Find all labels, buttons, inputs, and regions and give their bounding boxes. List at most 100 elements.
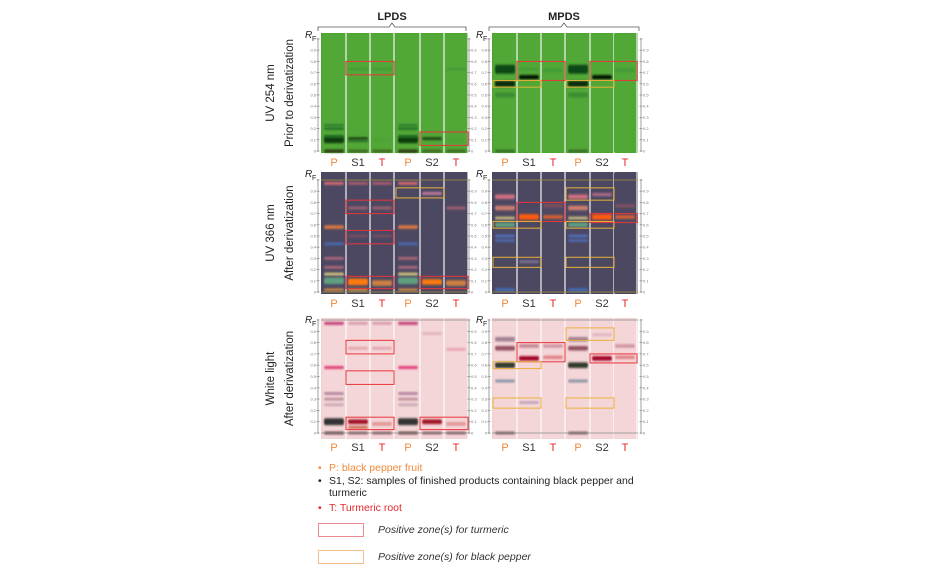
band [615,68,635,73]
positive-zone-pepper [565,220,615,229]
legend-text-turmeric-zone: Positive zone(s) for turmeric [378,524,509,536]
band [324,288,344,291]
band [324,397,344,401]
lane-background [542,319,564,438]
band [495,64,515,74]
band [615,204,635,208]
rf-tick-label: 0.7 [310,70,316,75]
lane-background [323,34,345,152]
rf-tick-label: 0 [485,290,488,295]
band [519,214,539,220]
rf-tick-label: 0.1 [481,419,487,424]
band [422,332,442,335]
row-title-line1: White light [265,351,277,405]
band [348,149,368,153]
band [422,279,442,285]
rf-tick-label: 0.3 [643,256,649,261]
rf-tick-label: 0.9 [481,329,487,334]
rf-axis-subscript: F [483,175,487,182]
positive-zone-pepper [492,256,542,268]
lane-background [518,319,540,438]
band [348,182,368,185]
group-brace-mpds [488,22,640,31]
band [324,124,344,127]
band [398,366,418,369]
lane-label: S1 [351,298,364,310]
rf-axis-subscript: F [483,36,487,43]
rf-tick-label: 0.9 [643,329,649,334]
legend-swatch-turmeric-zone [318,523,364,537]
positive-zone-turmeric [419,275,469,290]
rf-tick-label: 0.7 [310,351,316,356]
band [398,397,418,401]
rf-tick-label: 0.9 [310,189,316,194]
band [495,81,515,87]
band [398,242,418,245]
rf-tick-label: 0.2 [310,126,316,131]
lane-label: P [574,298,581,310]
lane-label: P [330,298,337,310]
rf-tick-label: 0.8 [481,340,487,345]
band [398,266,418,269]
lane-p [397,173,419,293]
lane-label: S1 [522,298,535,310]
lane-background [323,319,345,438]
rf-tick-label: 0.8 [643,59,649,64]
legend-text-p: P: black pepper fruit [329,462,423,474]
rf-tick-label: 0.1 [471,137,477,142]
lane-label: P [404,298,411,310]
rf-tick-label: 0 [485,431,488,436]
lane-label: T [550,298,557,310]
positive-zone-turmeric [589,353,638,364]
rf-tick-label: 0.4 [481,385,487,390]
lane-label: T [550,157,557,169]
band [348,278,368,286]
lane-s1 [347,319,369,438]
band [592,333,612,337]
rf-tick-label: 0.7 [471,351,477,356]
rf-tick-label: 0.6 [310,81,316,86]
lane-background [445,34,467,152]
rf-tick-label: 0.7 [310,211,316,216]
lane-s2 [591,34,613,152]
band [446,280,466,286]
band [568,288,588,292]
band [592,356,612,361]
rf-tick-label: 0.4 [643,385,649,390]
lane-label: S2 [595,442,608,454]
lane-label: P [330,442,337,454]
band [348,137,368,140]
rf-tick-label: 0.9 [310,48,316,53]
lane-p [494,173,516,293]
band [398,418,418,426]
plate-group-lpds: R F P S1 T P S2 T 0 0.1 0.2 0.3 0.4 0.5 0.6 0.7 0.8 0.9 0 0… [305,30,477,169]
rf-tick-label: 0.9 [643,189,649,194]
rf-tick-label: 0.3 [310,115,316,120]
lane-background [347,34,369,152]
rf-tick-label: 0 [643,431,646,436]
lane-p [494,319,516,438]
lane-t [614,319,636,438]
band [495,205,515,211]
lane-label: P [574,157,581,169]
rf-tick-label: 0.5 [471,374,477,379]
rf-tick-label: 0.4 [471,385,477,390]
rf-tick-label: 0.2 [310,408,316,413]
lane-background [518,173,540,293]
band [398,277,418,285]
rf-tick-label: 0 [471,431,474,436]
lane-background [614,319,636,438]
lane-s1 [518,34,540,152]
rf-tick-label: 0.9 [481,48,487,53]
rf-tick-label: 0.4 [643,245,649,250]
rf-tick-label: 0.9 [471,329,477,334]
rf-tick-label: 0 [314,290,317,295]
band [348,346,368,350]
lane-label: T [453,298,460,310]
lane-p [397,34,419,153]
row-title-line2: Prior to derivatization [284,39,296,147]
positive-zone-pepper [565,79,615,88]
lane-s1 [518,173,540,293]
bullet-icon: • [318,502,322,514]
rf-axis-label: R [476,315,483,326]
